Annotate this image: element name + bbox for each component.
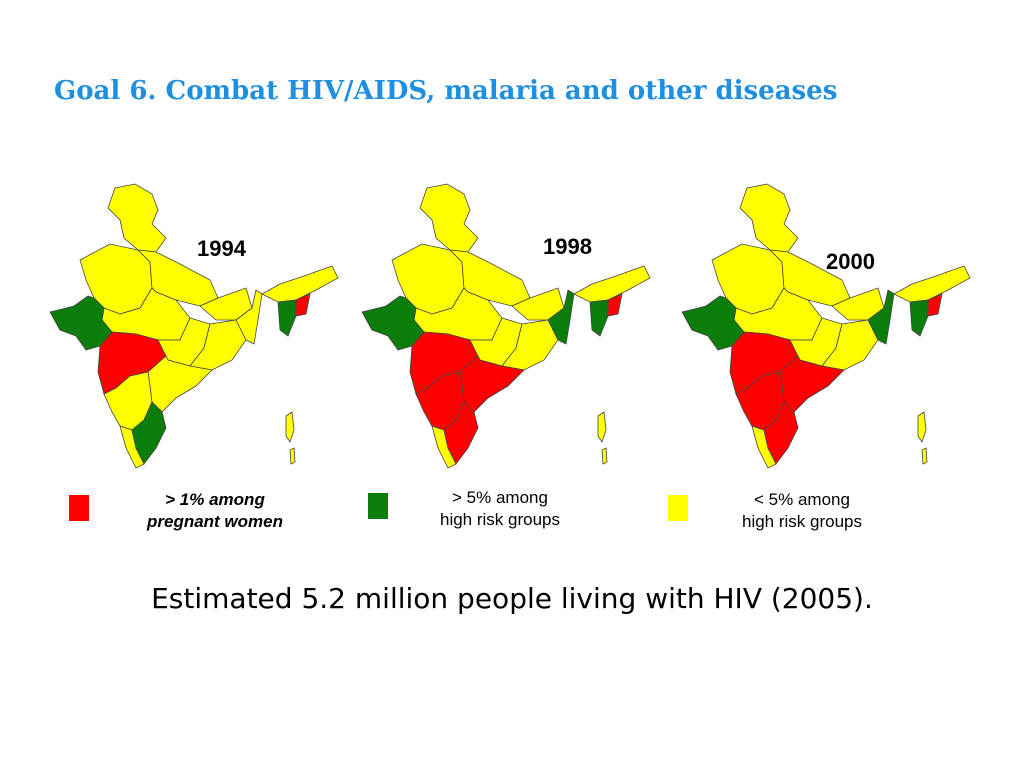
- legend-swatch-green: [368, 493, 388, 519]
- page-title: Goal 6. Combat HIV/AIDS, malaria and oth…: [54, 76, 838, 106]
- region-tamil-nadu: [443, 401, 479, 465]
- region-mizoram: [909, 299, 929, 337]
- legend-label-yellow: < 5% among high risk groups: [712, 489, 892, 533]
- legend-label-green: > 5% among high risk groups: [410, 487, 590, 531]
- region-gujarat: [681, 295, 745, 351]
- legend-green-line1: > 5% among: [452, 488, 548, 507]
- region-northeast: [573, 265, 651, 303]
- legend-swatch-red: [69, 495, 89, 521]
- region-islands-1: [601, 447, 608, 465]
- legend-green-line2: high risk groups: [439, 510, 560, 529]
- legend-label-red: > 1% among pregnant women: [115, 489, 315, 533]
- region-gujarat: [49, 295, 113, 351]
- region-north: [419, 183, 479, 253]
- legend-yellow-line1: < 5% among: [754, 490, 850, 509]
- region-north: [739, 183, 799, 253]
- region-north: [107, 183, 167, 253]
- india-map-1994: [49, 183, 339, 469]
- india-map-1998: [361, 183, 651, 469]
- region-west-bengal: [547, 289, 575, 345]
- region-islands-0: [285, 411, 295, 443]
- legend-swatch-yellow: [668, 495, 688, 521]
- legend-red-line1: > 1% among: [165, 490, 265, 509]
- region-gujarat: [361, 295, 425, 351]
- region-mizoram: [589, 299, 609, 337]
- year-label-1994: 1994: [197, 236, 246, 261]
- region-west-bengal: [235, 289, 263, 345]
- india-map-2000: [681, 183, 971, 469]
- year-label-2000: 2000: [826, 249, 875, 274]
- region-islands-0: [917, 411, 927, 443]
- region-northeast: [261, 265, 339, 303]
- region-islands-1: [289, 447, 296, 465]
- caption-text: Estimated 5.2 million people living with…: [151, 582, 873, 615]
- legend-red-line2: pregnant women: [146, 512, 283, 531]
- region-islands-1: [921, 447, 928, 465]
- region-tamil-nadu: [763, 401, 799, 465]
- region-northeast: [893, 265, 971, 303]
- region-tamil-nadu: [131, 401, 167, 465]
- region-islands-0: [597, 411, 607, 443]
- region-mizoram: [277, 299, 297, 337]
- year-label-1998: 1998: [543, 234, 592, 259]
- legend-yellow-line2: high risk groups: [741, 512, 862, 531]
- region-west-bengal: [867, 289, 895, 345]
